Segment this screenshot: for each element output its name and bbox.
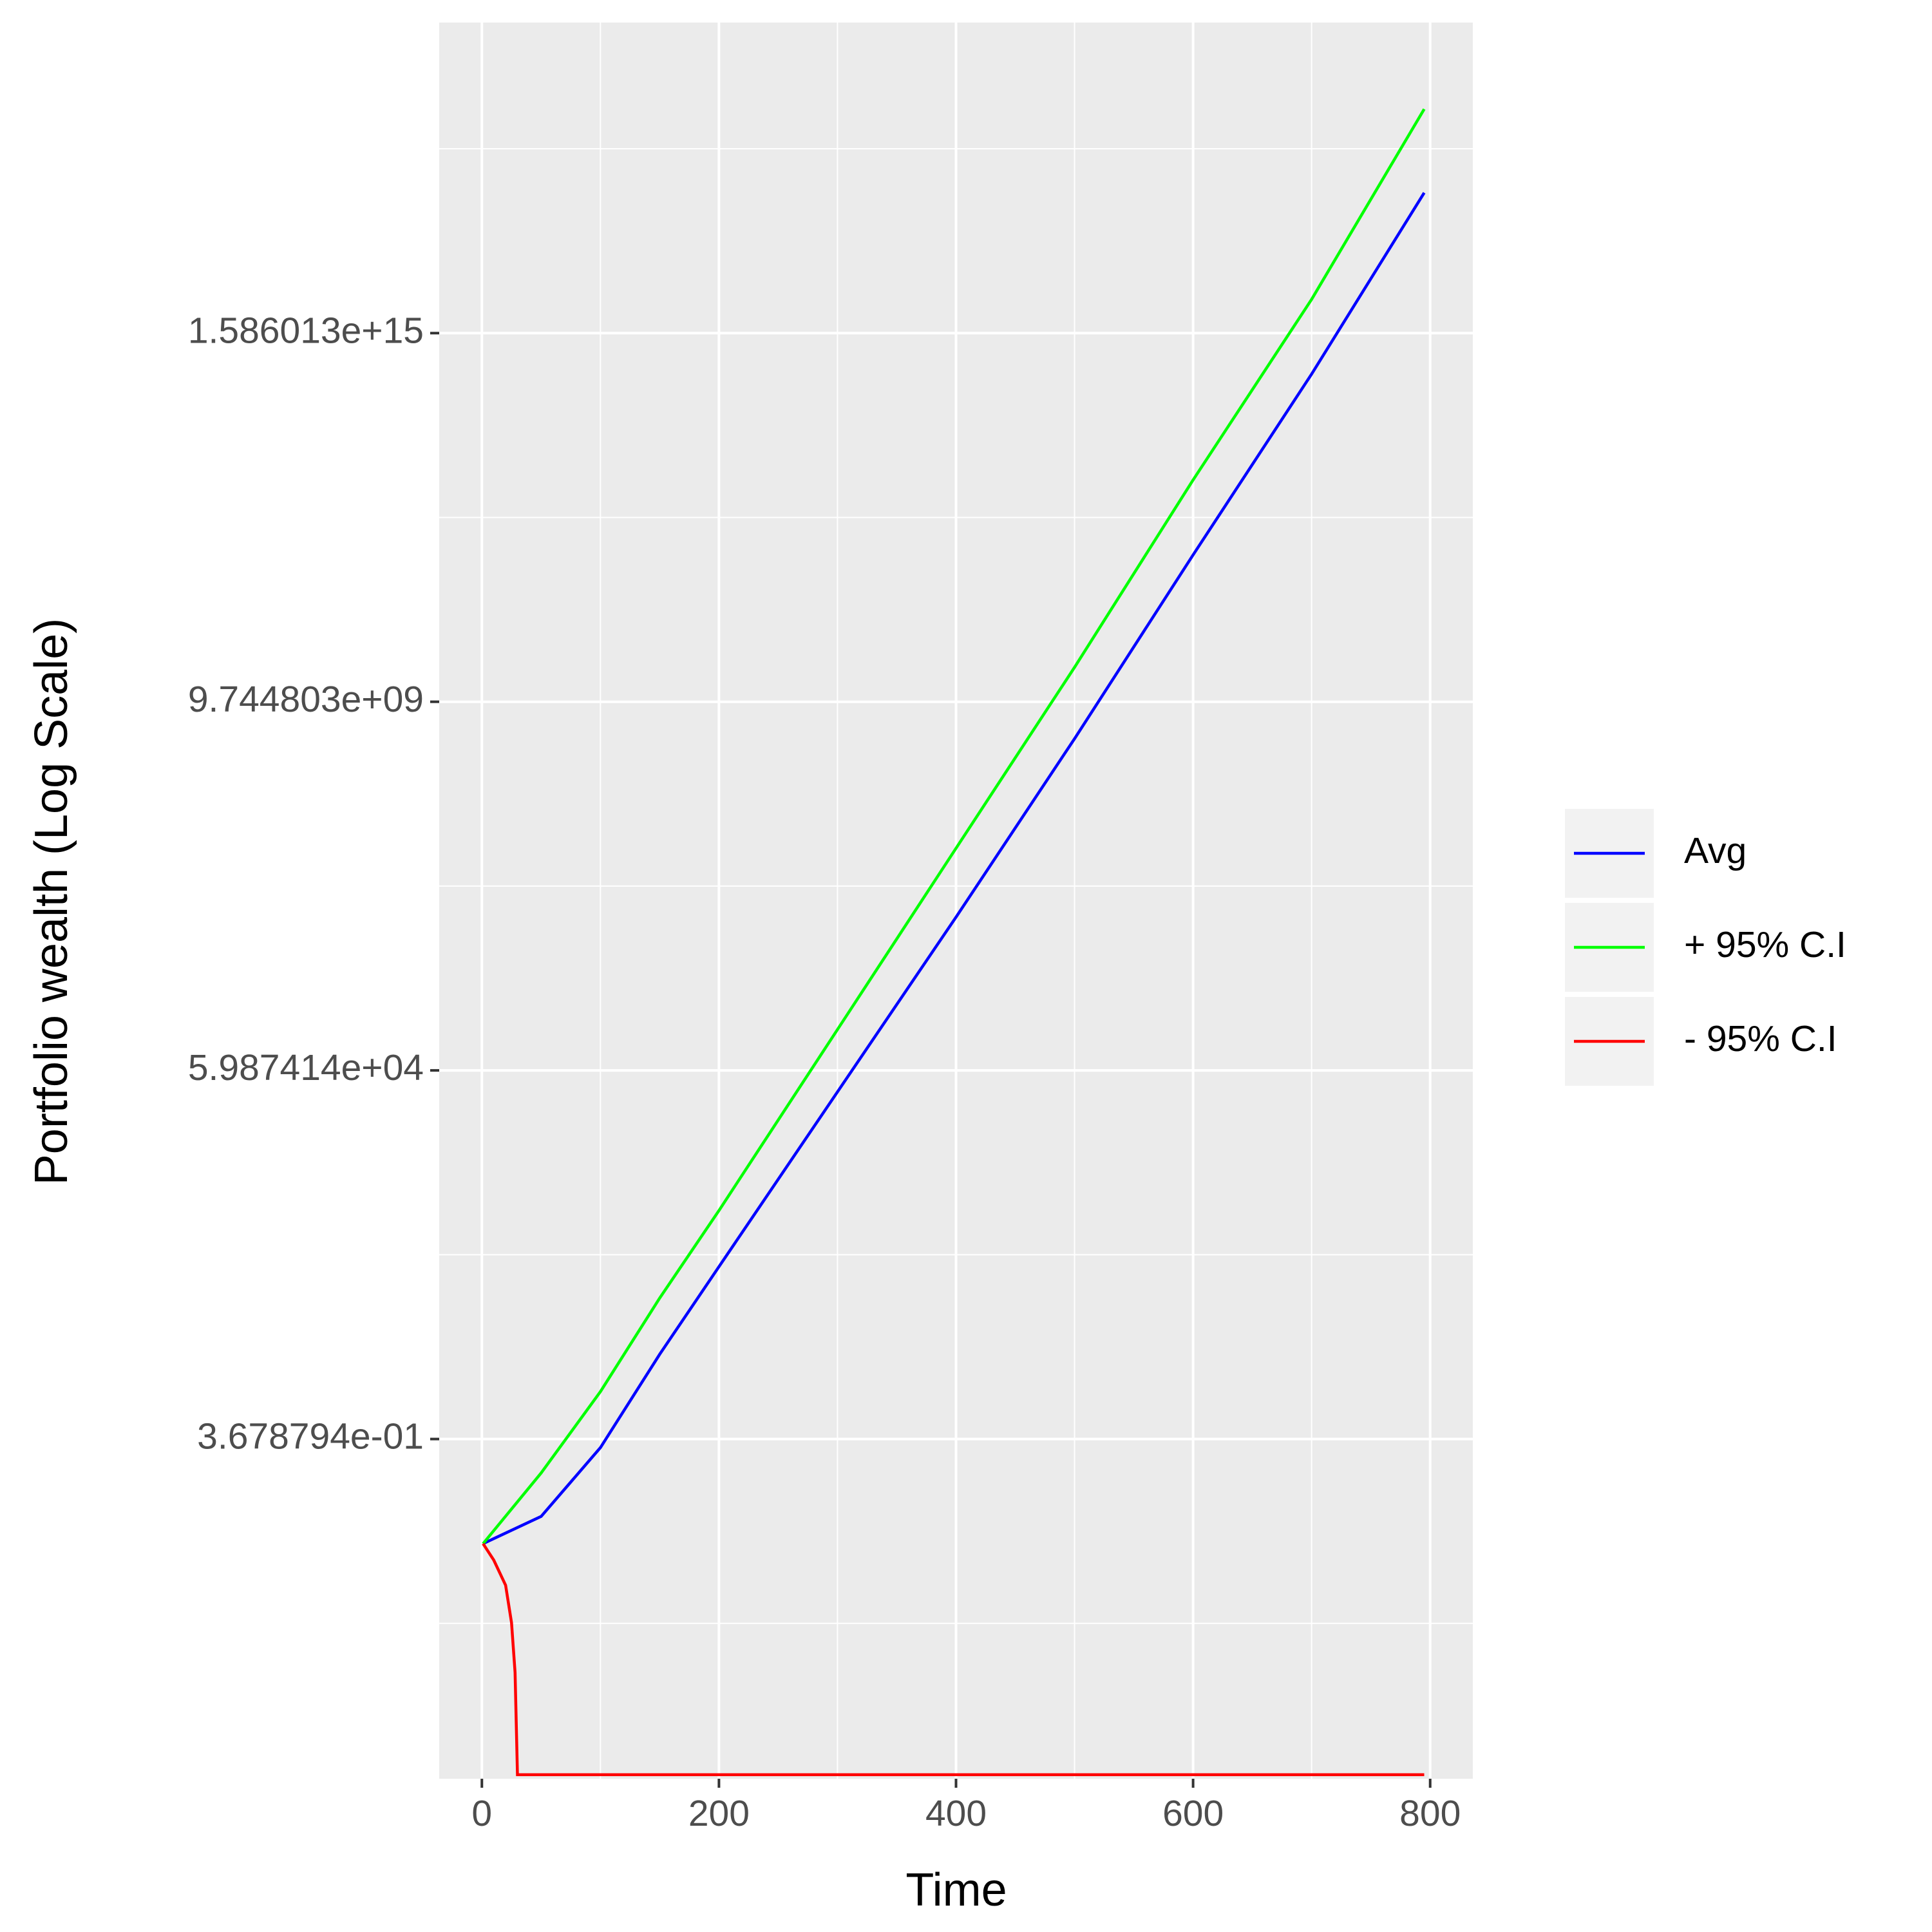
- x-tick-label: 400: [925, 1793, 987, 1834]
- series-line: [482, 192, 1426, 1546]
- y-tick-label: 9.744803e+09: [188, 679, 424, 720]
- x-tick-label: 800: [1399, 1793, 1461, 1834]
- x-tick-label: 600: [1162, 1793, 1224, 1834]
- y-tick-label: 1.586013e+15: [188, 310, 424, 351]
- y-tick-label: 3.678794e-01: [197, 1416, 424, 1457]
- grid: [439, 23, 1473, 1779]
- series-line: [482, 1542, 1425, 1777]
- legend-label: Avg: [1684, 830, 1747, 871]
- x-tick-label: 200: [688, 1793, 750, 1834]
- legend-label: - 95% C.I: [1684, 1018, 1837, 1059]
- y-axis-title: Portfolio wealth (Log Scale): [26, 618, 77, 1185]
- x-axis-title: Time: [905, 1864, 1007, 1916]
- y-tick-label: 5.987414e+04: [188, 1047, 424, 1088]
- legend-label: + 95% C.I: [1684, 924, 1846, 965]
- lines: [482, 108, 1426, 1777]
- series-line: [482, 108, 1426, 1545]
- legend: Avg + 95% C.I - 95% C.I: [1565, 809, 1846, 1086]
- x-tick-label: 0: [471, 1793, 492, 1834]
